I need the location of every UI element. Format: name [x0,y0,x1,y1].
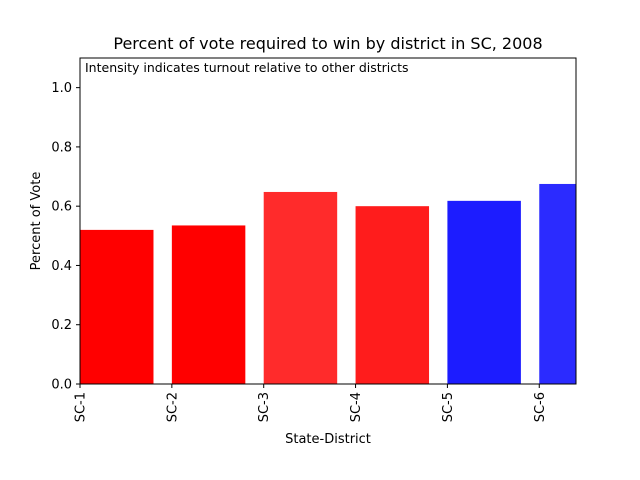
bar-sc-5 [447,200,521,384]
x-tick-label: SC-1 [74,392,89,422]
bar-sc-3 [263,191,338,384]
y-tick-label: 0.2 [51,318,72,333]
bars-group [80,183,576,384]
y-tick-label: 0.4 [51,259,72,274]
bar-sc-2 [171,225,246,384]
bar-sc-1 [80,229,154,384]
x-tick-label: SC-3 [257,392,272,422]
bar-sc-4 [355,206,430,384]
x-axis-label: State-District [285,432,371,447]
x-tick-label: SC-4 [349,392,364,422]
bar-sc-6 [539,183,576,384]
x-tick-label: SC-2 [165,392,180,422]
y-tick-label: 0.0 [51,378,72,393]
y-tick-label: 1.0 [51,81,72,96]
x-tick-label: SC-5 [441,392,456,422]
y-axis-label: Percent of Vote [29,172,44,271]
plot-frame [79,57,577,385]
x-axis: SC-1 SC-2 SC-3 SC-4 SC-5 SC-6 [74,384,548,422]
y-tick-label: 0.8 [51,140,72,155]
x-tick-label: SC-6 [533,392,548,422]
chart-annotation: Intensity indicates turnout relative to … [85,60,409,75]
y-axis: 0.0 0.2 0.4 0.6 0.8 1.0 [51,81,80,393]
chart-title: Percent of vote required to win by distr… [113,34,542,53]
y-tick-label: 0.6 [51,200,72,215]
